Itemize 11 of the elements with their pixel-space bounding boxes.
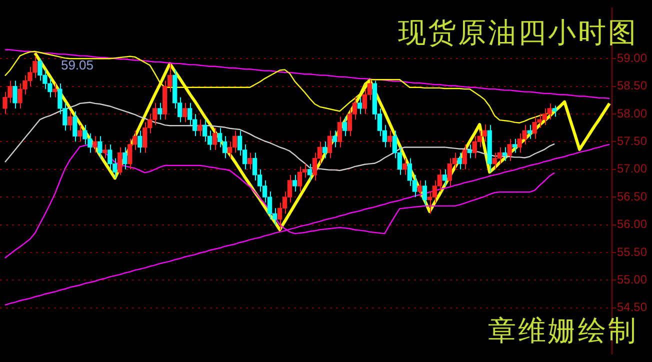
y-tick-label: 58.50 <box>617 78 648 93</box>
y-tick-label: 54.50 <box>617 300 648 314</box>
annotation: 59.05 <box>60 57 94 72</box>
y-tick-label: 56.00 <box>617 217 648 232</box>
y-tick-label: 55.00 <box>617 272 648 286</box>
y-tick-label: 59.00 <box>617 50 648 65</box>
y-tick-label: 58.00 <box>617 106 648 120</box>
y-tick-label: 57.50 <box>617 134 648 148</box>
y-tick-label: 56.50 <box>617 189 648 204</box>
y-tick-label: 57.00 <box>617 162 648 176</box>
y-tick-label: 55.50 <box>617 244 648 259</box>
